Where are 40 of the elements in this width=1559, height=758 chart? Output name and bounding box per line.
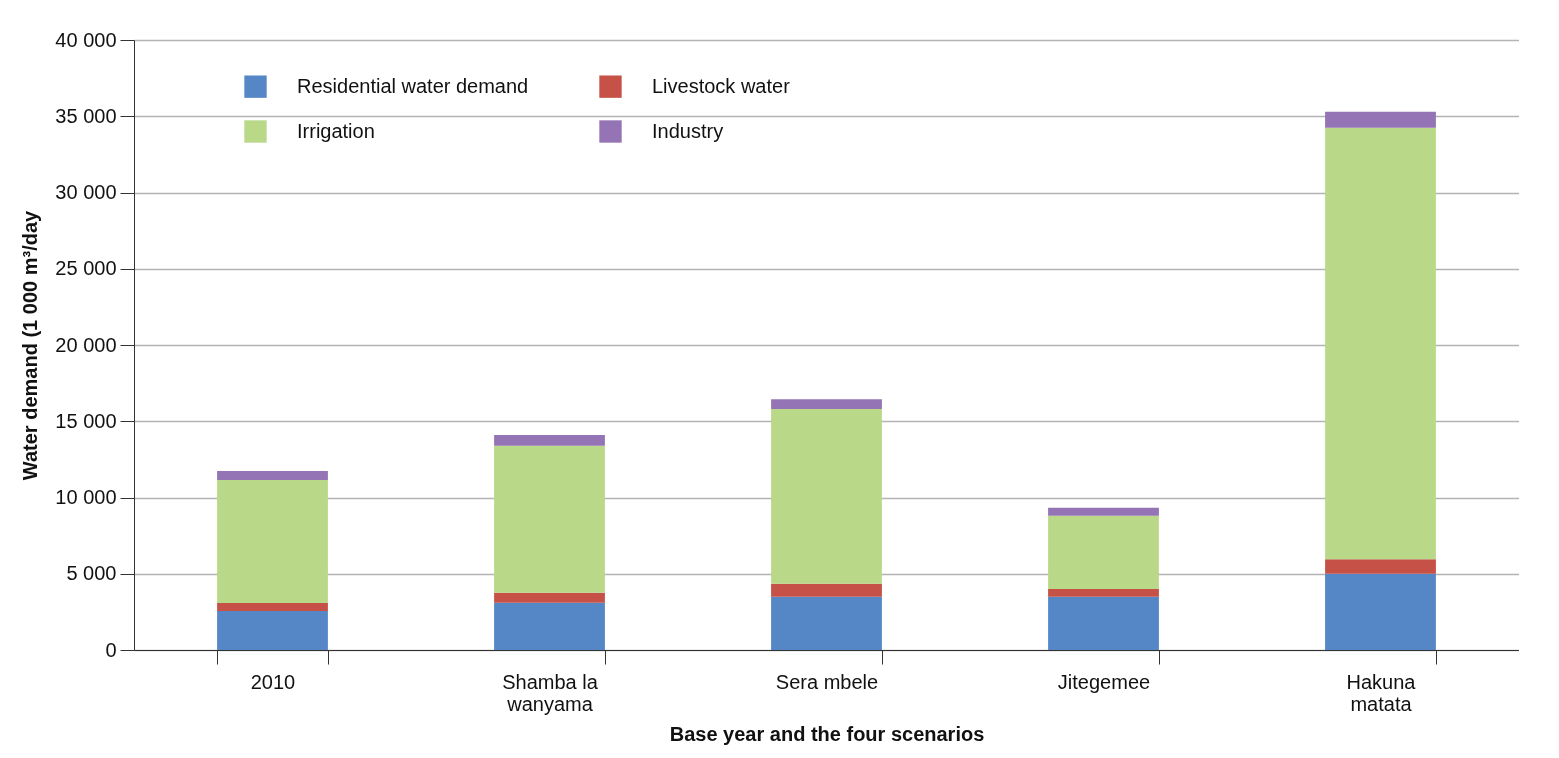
bar	[217, 470, 328, 480]
legend-label: Industry	[652, 119, 724, 142]
bar	[494, 602, 605, 650]
bar	[217, 479, 328, 604]
bar	[217, 603, 328, 612]
x-axis-title: Base year and the four scenarios	[669, 722, 985, 745]
y-axis-title: Water demand (1 000 m³/day	[19, 209, 42, 481]
bar	[1048, 515, 1159, 589]
x-tick-label: Hakuna matata	[1346, 670, 1417, 715]
y-tick-label: 25 000	[55, 257, 117, 280]
bar	[1325, 573, 1436, 650]
y-tick-label: 15 000	[55, 409, 117, 432]
x-tick-label: Shamba la wanyama	[502, 670, 599, 715]
y-tick-label: 35 000	[55, 104, 117, 127]
bar	[494, 434, 605, 446]
y-tick-label: 0	[105, 638, 117, 661]
bar	[1048, 507, 1159, 516]
bar	[494, 592, 605, 603]
y-tick-label: 20 000	[55, 333, 117, 356]
bar	[771, 409, 882, 584]
x-tick-label: 2010	[250, 670, 296, 693]
x-tick-label: Sera mbele	[775, 670, 879, 693]
bar	[1048, 589, 1159, 597]
y-tick-label: 5 000	[66, 562, 117, 585]
bar	[1048, 596, 1159, 650]
bar	[771, 596, 882, 650]
bar	[1325, 111, 1436, 128]
legend-label: Livestock water	[652, 74, 791, 97]
bar	[217, 611, 328, 650]
y-tick-label: 10 000	[55, 486, 117, 508]
x-tick-label: Jitegemee	[1057, 670, 1151, 693]
legend-label: Residential water demand	[297, 74, 529, 97]
bar	[1325, 559, 1436, 574]
y-tick-label: 40 000	[55, 28, 117, 51]
bar	[771, 583, 882, 597]
y-tick-label: 30 000	[55, 181, 117, 203]
legend-label: Irrigation	[297, 119, 375, 142]
bar	[771, 399, 882, 410]
bar	[494, 445, 605, 593]
bar	[1325, 127, 1436, 560]
